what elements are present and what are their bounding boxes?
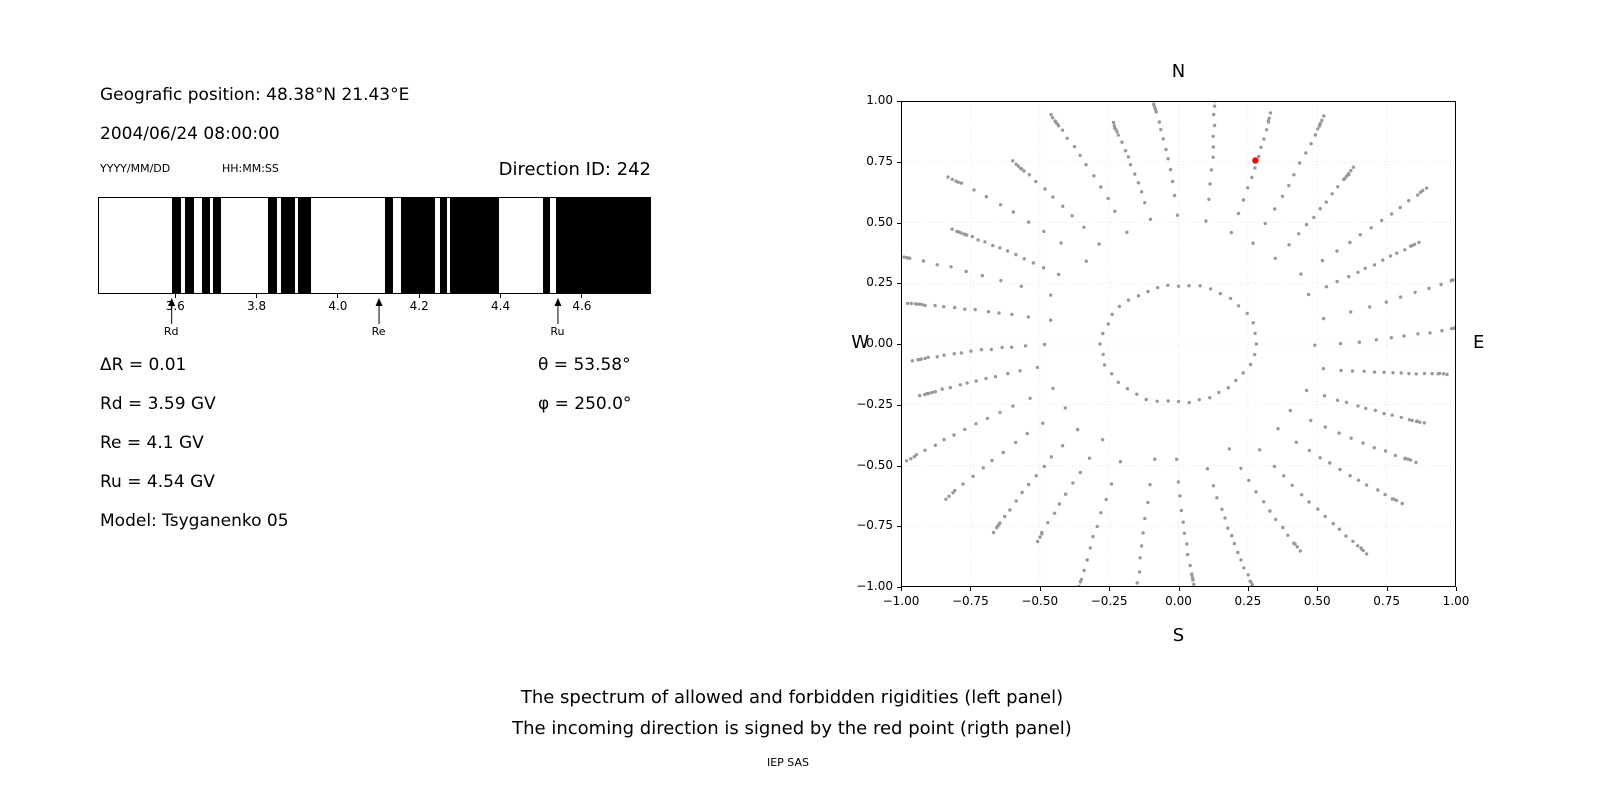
x-tick-label: −0.75 (951, 594, 989, 608)
x-tick (1456, 587, 1457, 591)
caption-line-1: The spectrum of allowed and forbidden ri… (520, 687, 1064, 708)
y-tick (897, 405, 901, 406)
y-tick (897, 101, 901, 102)
cutoff-marker-label: Re (371, 325, 386, 338)
re-value: Re = 4.1 GV (100, 433, 204, 453)
x-tick (1317, 587, 1318, 591)
x-tick-label: 4.6 (572, 299, 592, 313)
x-tick (174, 294, 176, 298)
up-arrow-icon (375, 298, 383, 324)
allowed-band (543, 198, 551, 293)
y-tick-label: 0.75 (866, 153, 893, 168)
x-tick (1248, 587, 1249, 591)
compass-north-label: N (1171, 61, 1186, 82)
x-tick (256, 294, 258, 298)
up-arrow-icon (553, 298, 561, 324)
x-tick-label: −0.50 (1021, 594, 1059, 608)
rd-value: Rd = 3.59 GV (100, 394, 216, 414)
x-tick (337, 294, 339, 298)
y-tick-label: −0.25 (856, 396, 893, 411)
x-tick-label: 4.4 (491, 299, 511, 313)
x-tick-label: 0.50 (1303, 594, 1331, 608)
cutoff-marker-rd: Rd (164, 298, 179, 338)
x-tick (1109, 587, 1110, 591)
x-tick-label: 4.0 (328, 299, 348, 313)
x-tick (1179, 587, 1180, 591)
y-tick-label: 0.00 (866, 336, 893, 350)
y-tick-label: −1.00 (856, 579, 893, 593)
allowed-band (449, 198, 500, 293)
datetime-label: 2004/06/24 08:00:00 (100, 124, 280, 144)
y-tick-label: 0.25 (866, 275, 893, 290)
x-tick-label: 0.25 (1234, 594, 1262, 608)
allowed-band (401, 198, 436, 293)
x-tick (1040, 587, 1041, 591)
y-tick (897, 587, 901, 588)
x-tick-label: 1.00 (1442, 594, 1470, 608)
allowed-band (184, 198, 194, 293)
x-tick-label: −1.00 (882, 594, 920, 608)
y-tick (897, 223, 901, 224)
x-tick-label: 0.00 (1165, 594, 1192, 608)
credit-label: IEP SAS (766, 756, 810, 769)
x-tick (500, 294, 502, 298)
y-tick (897, 526, 901, 527)
x-tick (418, 294, 420, 298)
x-tick (970, 587, 971, 591)
y-tick-label: −0.75 (856, 518, 893, 533)
x-tick-label: 4.2 (409, 299, 429, 313)
rigidity-spectrum-panel: 3.6 3.8 4.0 4.2 4.4 4.6 Rd Re Ru (98, 197, 651, 366)
x-tick-label: −0.25 (1090, 594, 1128, 608)
allowed-band (212, 198, 221, 293)
cutoff-marker-re: Re (372, 298, 386, 338)
y-tick-label: 1.00 (866, 93, 893, 107)
allowed-band (201, 198, 210, 293)
y-tick-label: 0.50 (866, 214, 893, 229)
direction-id-label: Direction ID: 242 (498, 159, 651, 180)
theta-value: θ = 53.58° (538, 355, 631, 375)
ru-value: Ru = 4.54 GV (100, 472, 215, 492)
compass-west-label: W (851, 332, 869, 353)
delta-r-value: ΔR = 0.01 (100, 355, 187, 375)
time-format-label: HH:MM:SS (222, 162, 279, 175)
y-tick (897, 283, 901, 284)
x-tick (1387, 587, 1388, 591)
x-tick (581, 294, 583, 298)
x-tick (901, 587, 902, 591)
asymptotic-direction-dots (902, 101, 1456, 587)
y-tick (897, 344, 901, 345)
allowed-band (556, 198, 650, 293)
cutoff-marker-ru: Ru (550, 298, 565, 338)
allowed-band (280, 198, 296, 293)
allowed-band (297, 198, 312, 293)
up-arrow-icon (167, 298, 175, 324)
y-tick (897, 466, 901, 467)
compass-east-label: E (1473, 332, 1485, 353)
grid-lines (901, 101, 1456, 587)
y-tick (897, 162, 901, 163)
allowed-band (440, 198, 447, 293)
rigidity-barcode-plot (98, 197, 651, 294)
allowed-band (385, 198, 394, 293)
model-label: Model: Tsyganenko 05 (100, 511, 289, 531)
allowed-band (267, 198, 278, 293)
x-tick-label: 3.8 (247, 299, 267, 313)
direction-map-panel: N S W E −1.00 −1.00 −0.75 −0.75 −0.50 −0.50 −0… (851, 61, 1484, 646)
date-format-label: YYYY/MM/DD (100, 162, 171, 175)
y-tick-label: −0.50 (856, 457, 893, 472)
compass-south-label: S (1172, 625, 1185, 646)
cutoff-marker-label: Ru (550, 325, 565, 338)
geographic-position-label: Geografic position: 48.38°N 21.43°E (100, 85, 410, 105)
allowed-band (171, 198, 181, 293)
cutoff-marker-label: Rd (163, 325, 179, 338)
rigidity-axis: 3.6 3.8 4.0 4.2 4.4 4.6 Rd Re Ru (98, 294, 651, 366)
incoming-direction-point (1252, 157, 1259, 164)
x-tick-label: 0.75 (1373, 594, 1400, 608)
phi-value: φ = 250.0° (538, 394, 632, 414)
direction-map-plot (901, 101, 1456, 587)
caption-line-2: The incoming direction is signed by the … (512, 718, 1072, 739)
